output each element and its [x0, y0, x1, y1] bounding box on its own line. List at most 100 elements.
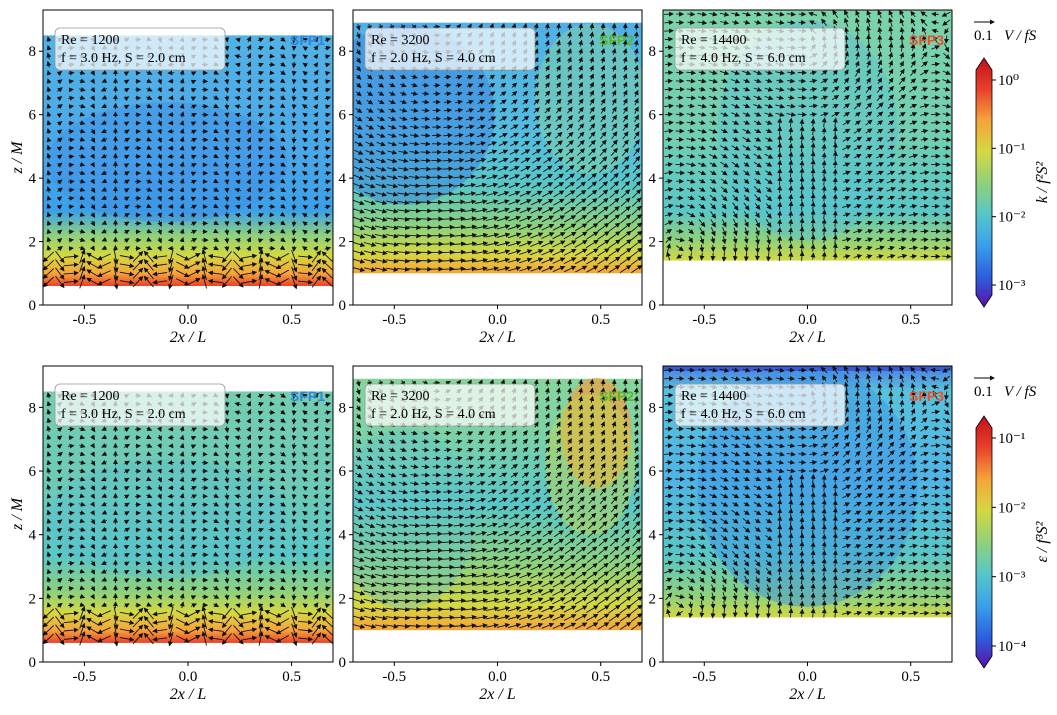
- quiver-arrow: [930, 443, 941, 449]
- quiver-arrow: [187, 261, 201, 269]
- quiver-arrow: [146, 103, 153, 109]
- quiver-arrow: [146, 178, 153, 184]
- quiver-arrow: [191, 213, 197, 218]
- quiver-arrow: [676, 212, 684, 218]
- quiver-arrow: [268, 527, 276, 533]
- x-tick-label: 0.0: [488, 312, 507, 328]
- quiver-arrow: [152, 271, 168, 277]
- quiver-arrow: [157, 178, 163, 186]
- quiver-arrow: [291, 54, 297, 60]
- panel-tag: SFP2: [599, 32, 634, 48]
- quiver-arrow: [46, 144, 52, 151]
- quiver-arrow: [157, 120, 162, 127]
- quiver-arrow: [157, 87, 162, 93]
- quiver-arrow: [119, 263, 135, 269]
- colorbar-tick-label: 10⁻¹: [998, 141, 1025, 157]
- quiver-arrow: [79, 128, 86, 134]
- quiver-arrow: [799, 210, 805, 218]
- quiver-arrow: [664, 70, 674, 76]
- x-tick-label: 0.5: [591, 669, 610, 685]
- panel-tag: SFP3: [909, 388, 944, 404]
- quiver-arrow: [167, 178, 175, 184]
- colorbar-tick-label: 10⁰: [998, 73, 1019, 89]
- quiver-arrow: [101, 186, 107, 192]
- quiver-arrow: [665, 78, 673, 84]
- quiver-arrow: [90, 78, 95, 84]
- y-tick-label: 8: [649, 400, 657, 416]
- quiver-arrow: [179, 220, 185, 226]
- quiver-arrow: [79, 161, 86, 167]
- quiver-arrow: [90, 229, 96, 235]
- quiver-arrow: [732, 600, 738, 610]
- quiver-arrow: [90, 120, 95, 126]
- quiver-arrow: [56, 129, 63, 135]
- quiver-arrow: [190, 138, 198, 143]
- quiver-arrow: [777, 235, 783, 243]
- x-tick-label: 0.0: [798, 312, 817, 328]
- quiver-arrow: [146, 228, 153, 234]
- quiver-arrow: [664, 401, 674, 407]
- quiver-arrow: [146, 161, 153, 167]
- y-tick-label: 4: [649, 528, 657, 544]
- quiver-arrow: [56, 171, 63, 177]
- quiver-arrow: [291, 560, 297, 567]
- quiver-arrow: [46, 178, 52, 185]
- colorbar-tick-label: 10⁻³: [998, 570, 1026, 586]
- field-blob: [353, 428, 475, 609]
- quiver-arrow: [157, 145, 162, 152]
- quiver-arrow: [124, 129, 130, 135]
- quiver-arrow: [179, 194, 185, 201]
- quiver-arrow: [191, 154, 197, 160]
- quiver-arrow: [665, 434, 673, 440]
- quiver-arrow: [269, 178, 276, 184]
- quiver-arrow: [175, 269, 190, 278]
- quiver-arrow: [123, 137, 131, 143]
- quiver-arrow: [268, 451, 276, 457]
- quiver-arrow: [664, 376, 674, 382]
- quiver-arrow: [119, 271, 135, 277]
- quiver-arrow: [152, 254, 168, 260]
- quiver-arrow: [55, 275, 65, 289]
- quiver-arrow: [421, 107, 430, 113]
- quiver-arrow: [441, 614, 455, 620]
- quiver-arrow: [101, 78, 108, 83]
- quiver-arrow: [687, 11, 696, 17]
- quiver-arrow: [79, 220, 85, 226]
- quiver-arrow: [90, 245, 95, 251]
- quiver-arrow: [56, 70, 63, 77]
- quiver-arrow: [167, 229, 174, 235]
- quiver-arrow: [441, 573, 455, 579]
- quiver-arrow: [101, 211, 107, 217]
- quiver-arrow: [100, 137, 108, 142]
- quiver-field: [43, 36, 333, 290]
- quiver-arrow: [43, 276, 55, 288]
- quiver-arrow: [291, 212, 297, 219]
- quiver-arrow: [269, 220, 276, 226]
- colorbar-2: 0.1 V / fS 10⁻¹ 10⁻² 10⁻³ 10⁻⁴ ε / f³S²: [974, 375, 1051, 669]
- panel-3: -0.5 0.0 0.5 0 2 4 6 8 2x / L Re = 14400 f = 4.0 H…: [649, 9, 953, 346]
- quiver-arrow: [101, 195, 107, 200]
- quiver-arrow: [420, 166, 432, 172]
- heatmap-field: [43, 35, 333, 286]
- info-reynolds: Re = 14400: [681, 389, 746, 404]
- x-tick-label: -0.5: [73, 669, 97, 685]
- quiver-arrow: [157, 162, 163, 169]
- quiver-arrow: [79, 170, 86, 176]
- quiver-arrow: [179, 86, 185, 93]
- quiver-arrow: [832, 541, 838, 550]
- x-tick-label: -0.5: [73, 312, 97, 328]
- quiver-arrow: [46, 119, 52, 126]
- quiver-arrow: [46, 94, 52, 101]
- x-axis-label: 2x / L: [479, 686, 516, 703]
- quiver-arrow: [97, 253, 111, 261]
- quiver-arrow: [46, 195, 52, 201]
- quiver-arrow: [146, 120, 153, 125]
- quiver-arrow: [441, 241, 455, 247]
- quiver-arrow: [191, 163, 197, 168]
- quiver-arrow: [97, 278, 111, 286]
- quiver-arrow: [832, 252, 838, 260]
- quiver-arrow: [123, 163, 130, 169]
- quiver-arrow: [56, 112, 63, 118]
- quiver-arrow: [600, 378, 606, 386]
- quiver-arrow: [268, 245, 276, 251]
